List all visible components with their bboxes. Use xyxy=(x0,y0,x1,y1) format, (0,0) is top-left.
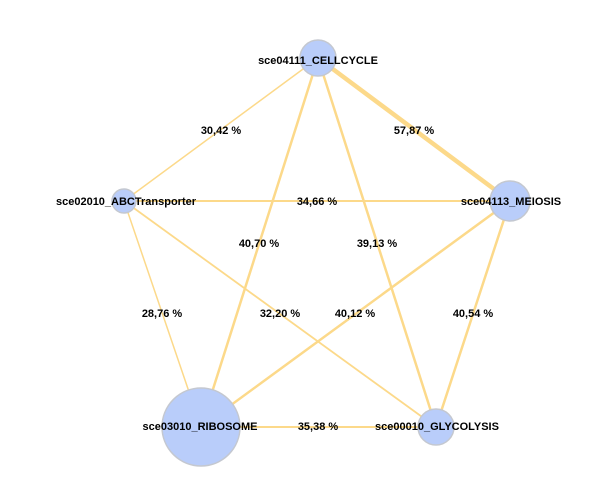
node-label-ribosome: sce03010_RIBOSOME xyxy=(143,421,258,433)
node-label-glycolysis: sce00010_GLYCOLYSIS xyxy=(375,421,499,433)
edge-label-cellcycle-meiosis: 57,87 % xyxy=(394,125,435,137)
edge-abc-ribosome xyxy=(123,200,202,428)
edge-label-cellcycle-glycolysis: 39,13 % xyxy=(357,238,398,250)
edge-label-abc-ribosome: 28,76 % xyxy=(142,308,183,320)
node-label-cellcycle: sce04111_CELLCYCLE xyxy=(258,55,378,67)
edge-cellcycle-meiosis xyxy=(315,55,513,204)
edge-label-cellcycle-ribosome: 40,70 % xyxy=(239,238,280,250)
node-label-abctransporter: sce02010_ABCTransporter xyxy=(56,196,197,208)
edge-meiosis-ribosome xyxy=(199,199,512,429)
node-label-meiosis: sce04113_MEIOSIS xyxy=(461,196,561,208)
node-circle-abctransporter[interactable] xyxy=(111,188,137,214)
edge-cellcycle-glycolysis xyxy=(316,56,438,429)
edge-cellcycle-ribosome xyxy=(199,56,320,429)
edge-label-cellcycle-abc: 30,42 % xyxy=(201,125,242,137)
edges-layer xyxy=(123,55,513,429)
edge-abc-glycolysis xyxy=(123,200,437,428)
edge-meiosis-glycolysis xyxy=(434,199,512,429)
node-circle-glycolysis[interactable] xyxy=(417,408,455,446)
edge-label-abc-glycolysis: 32,20 % xyxy=(260,308,301,320)
edge-label-meiosis-ribosome: 40,12 % xyxy=(335,308,376,320)
edge-labels-layer: 30,42 % 57,87 % 34,66 % 40,70 % 39,13 % … xyxy=(142,125,494,433)
node-labels-layer: sce04111_CELLCYCLE sce02010_ABCTransport… xyxy=(56,55,561,433)
edge-label-ribosome-glycolysis: 35,38 % xyxy=(298,421,339,433)
node-circle-cellcycle[interactable] xyxy=(299,39,337,77)
edge-cellcycle-abc xyxy=(123,57,319,202)
edge-label-meiosis-glycolysis: 40,54 % xyxy=(453,308,494,320)
node-circle-ribosome[interactable] xyxy=(161,387,241,467)
edge-label-abc-meiosis: 34,66 % xyxy=(297,196,338,208)
node-circle-meiosis[interactable] xyxy=(489,180,531,222)
nodes-layer xyxy=(111,39,531,467)
